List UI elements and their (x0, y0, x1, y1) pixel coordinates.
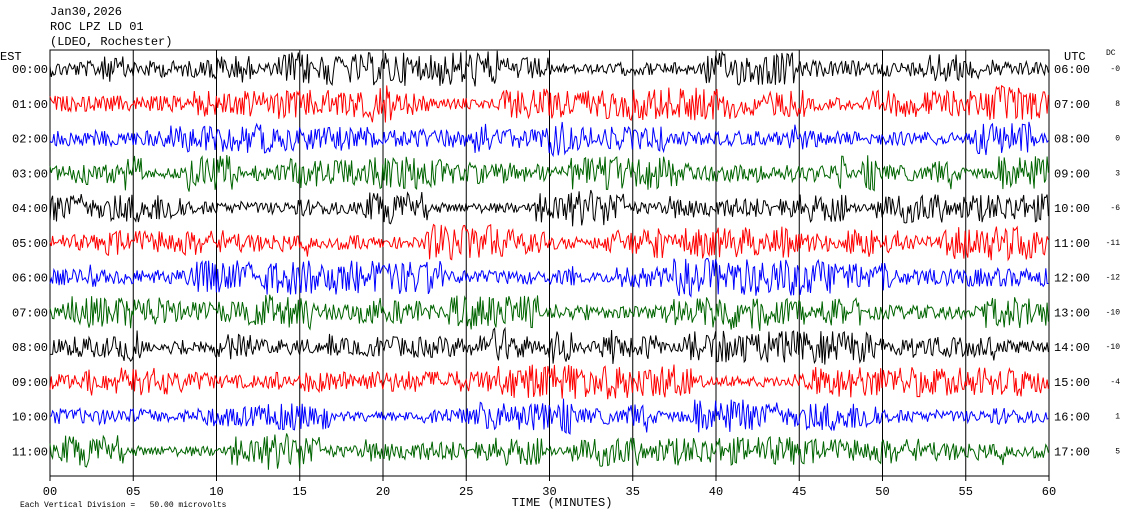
x-tick-label: 25 (459, 485, 473, 499)
x-tick-label: 05 (126, 485, 140, 499)
row-label-utc: 07:00 (1054, 98, 1090, 112)
x-axis-label: TIME (MINUTES) (512, 496, 613, 510)
left-axis-label: EST (0, 50, 22, 64)
row-dc: -4 (1110, 378, 1120, 387)
trace (49, 294, 1049, 332)
x-tick-label: 20 (376, 485, 390, 499)
row-label-utc: 09:00 (1054, 167, 1090, 181)
x-tick-label: 15 (293, 485, 307, 499)
x-tick-label: 55 (959, 485, 973, 499)
row-label-est: 05:00 (12, 237, 48, 251)
row-label-est: 04:00 (12, 202, 48, 216)
x-tick-label: 45 (792, 485, 806, 499)
trace (49, 223, 1049, 262)
row-dc: -12 (1106, 274, 1121, 283)
trace (49, 50, 1049, 87)
row-dc: 0 (1115, 135, 1120, 144)
trace (49, 433, 1049, 470)
trace (49, 364, 1049, 400)
row-label-est: 00:00 (12, 63, 48, 77)
row-dc: 3 (1115, 169, 1120, 178)
dc-label: DC (1106, 49, 1116, 58)
row-label-est: 07:00 (12, 306, 48, 320)
row-label-est: 02:00 (12, 133, 48, 147)
row-label-utc: 17:00 (1054, 445, 1090, 459)
right-axis-label: UTC (1064, 50, 1086, 64)
trace (49, 398, 1049, 435)
row-dc: -6 (1110, 204, 1120, 213)
title-line: (LDEO, Rochester) (50, 35, 172, 49)
x-tick-label: 50 (875, 485, 889, 499)
row-dc: -10 (1106, 308, 1121, 317)
row-dc: -10 (1106, 343, 1121, 352)
trace (49, 257, 1049, 298)
row-label-utc: 08:00 (1054, 133, 1090, 147)
row-dc: -11 (1106, 239, 1121, 248)
row-label-utc: 12:00 (1054, 272, 1090, 286)
trace (49, 84, 1049, 123)
row-dc: 5 (1115, 447, 1120, 456)
x-tick-label: 60 (1042, 485, 1056, 499)
row-label-utc: 14:00 (1054, 341, 1090, 355)
scale-note: Each Vertical Division = 50.00 microvolt… (20, 501, 227, 510)
row-label-utc: 13:00 (1054, 306, 1090, 320)
trace (49, 189, 1049, 227)
row-label-est: 10:00 (12, 411, 48, 425)
row-dc: 8 (1115, 100, 1120, 109)
row-label-utc: 06:00 (1054, 63, 1090, 77)
row-label-est: 09:00 (12, 376, 48, 390)
row-label-utc: 16:00 (1054, 411, 1090, 425)
x-tick-label: 35 (626, 485, 640, 499)
x-tick-label: 00 (43, 485, 57, 499)
x-tick-label: 30 (542, 485, 556, 499)
row-dc: 1 (1115, 413, 1120, 422)
x-tick-label: 40 (709, 485, 723, 499)
row-label-est: 08:00 (12, 341, 48, 355)
row-label-est: 01:00 (12, 98, 48, 112)
row-label-est: 06:00 (12, 272, 48, 286)
trace (49, 121, 1049, 158)
row-dc: -0 (1110, 65, 1120, 74)
x-tick-label: 10 (209, 485, 223, 499)
row-label-est: 03:00 (12, 167, 48, 181)
row-label-utc: 11:00 (1054, 237, 1090, 251)
title-line: Jan30,2026 (50, 5, 122, 19)
title-line: ROC LPZ LD 01 (50, 20, 144, 34)
row-label-est: 11:00 (12, 445, 48, 459)
trace (49, 154, 1049, 192)
row-label-utc: 15:00 (1054, 376, 1090, 390)
row-label-utc: 10:00 (1054, 202, 1090, 216)
trace (50, 326, 1049, 365)
